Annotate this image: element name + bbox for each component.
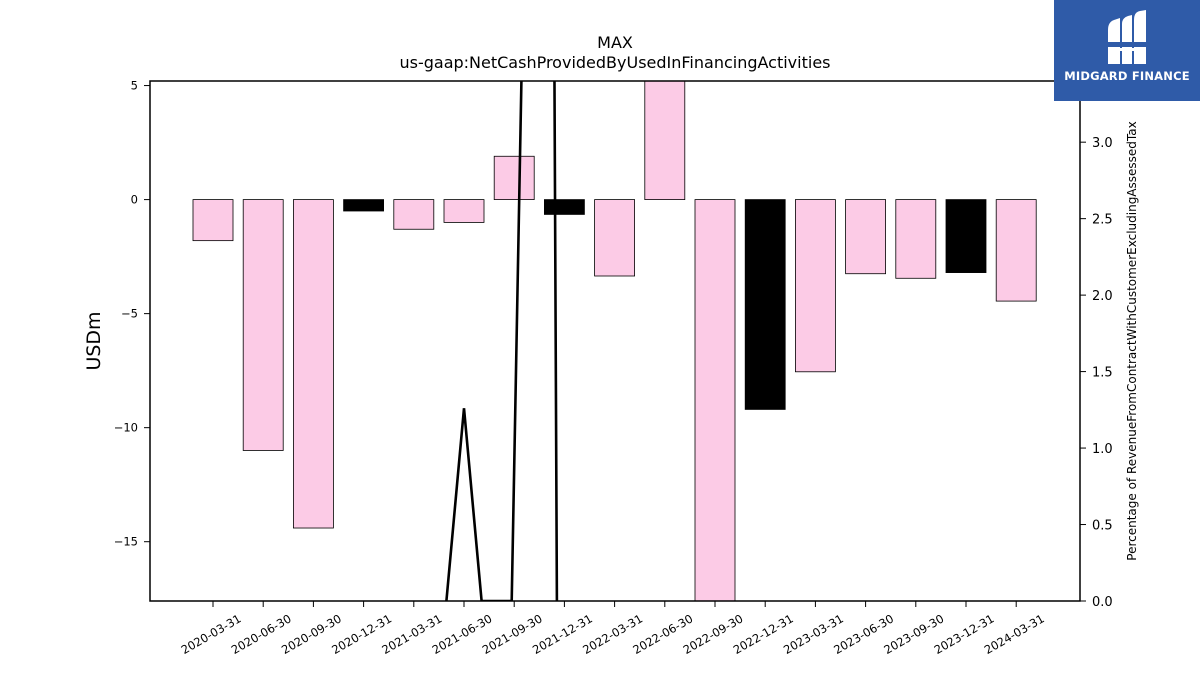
y2-tick-label: 0.0 bbox=[1092, 595, 1113, 610]
x-axis: 2020-03-312020-06-302020-09-302020-12-31… bbox=[179, 601, 1047, 657]
secondary-y-axis: 0.0 0.5 1.0 1.5 2.0 2.5 3.0 bbox=[1080, 136, 1113, 610]
bar-2021-09-30 bbox=[493, 155, 535, 200]
bar-2023-09-30 bbox=[895, 199, 937, 279]
y-axis: 5 0 −5 −10 −15 bbox=[114, 79, 150, 549]
midgard-logo-icon bbox=[1106, 10, 1148, 64]
brand-logo: MIDGARD FINANCE bbox=[1054, 0, 1200, 101]
bar-2020-09-30 bbox=[292, 199, 334, 529]
bar-2024-03-31 bbox=[995, 199, 1037, 302]
y-tick-label: 0 bbox=[131, 193, 138, 207]
bar-2021-06-30 bbox=[443, 199, 485, 223]
chart-subtitle: us-gaap:NetCashProvidedByUsedInFinancing… bbox=[399, 53, 830, 72]
y-tick-label: −15 bbox=[114, 535, 138, 549]
plot-frame bbox=[149, 80, 1081, 602]
bar-2020-03-31 bbox=[192, 199, 234, 242]
bar-2021-12-31 bbox=[544, 199, 585, 215]
secondary-y-axis-label: Percentage of RevenueFromContractWithCus… bbox=[1125, 121, 1139, 560]
bar-2022-03-31 bbox=[594, 199, 635, 277]
bar-2022-09-30 bbox=[694, 199, 736, 601]
chart-title: MAX bbox=[597, 33, 633, 52]
y-tick-label: −5 bbox=[121, 307, 138, 321]
bar-2023-06-30 bbox=[845, 199, 886, 275]
brand-name: MIDGARD FINANCE bbox=[1064, 69, 1190, 83]
bar-2020-06-30 bbox=[242, 199, 284, 451]
y2-tick-label: 2.5 bbox=[1092, 213, 1113, 228]
bar-2022-12-31 bbox=[744, 199, 786, 410]
y-axis-label: USDm bbox=[83, 311, 105, 370]
y2-tick-label: 2.0 bbox=[1092, 289, 1113, 304]
revenue-percentage-line bbox=[445, 81, 559, 601]
bar-2023-12-31 bbox=[945, 199, 987, 273]
y2-tick-label: 0.5 bbox=[1092, 519, 1113, 534]
y-tick-label: 5 bbox=[131, 79, 138, 93]
plot-area bbox=[192, 81, 1037, 601]
bar-2023-03-31 bbox=[795, 199, 836, 373]
y2-tick-label: 1.5 bbox=[1092, 366, 1113, 381]
bar-2020-12-31 bbox=[343, 199, 385, 212]
y2-tick-label: 1.0 bbox=[1092, 442, 1113, 457]
y-tick-label: −10 bbox=[114, 421, 138, 435]
y2-tick-label: 3.0 bbox=[1092, 136, 1113, 151]
bar-2022-06-30 bbox=[644, 81, 686, 200]
bar-2021-03-31 bbox=[393, 199, 435, 230]
